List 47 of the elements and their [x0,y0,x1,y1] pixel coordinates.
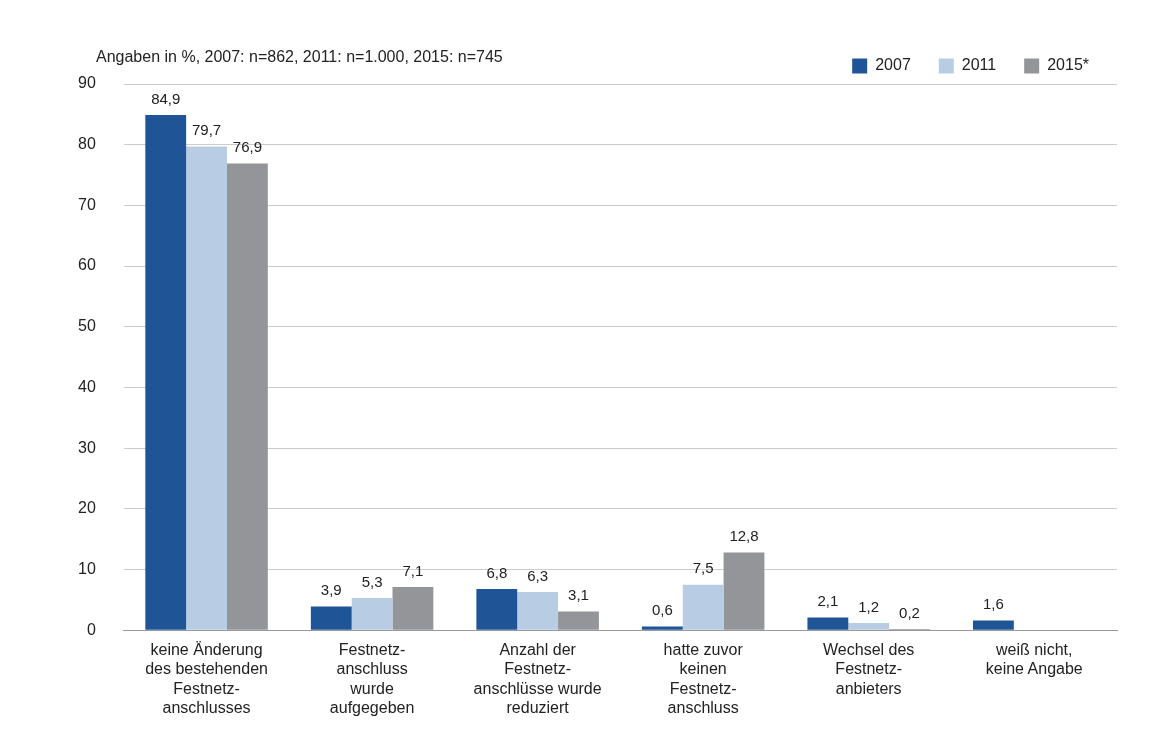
data-label: 6,8 [486,563,508,581]
legend-label: 2015* [1047,56,1090,74]
x-tick-label: Wechsel des Festnetz- anbieters [823,641,915,697]
chart-subtitle: Angaben in %, 2007: n=862, 2011: n=1.000, 2015: n=745 [96,48,503,66]
data-label: 12,8 [729,527,759,545]
data-label: 3,9 [320,581,342,599]
x-tick-label: Anzahl der Festnetz- anschlüsse wurde reduziert [473,641,602,716]
data-label: 2,1 [817,592,839,610]
data-label: 0,2 [899,603,920,621]
data-label: 84,9 [151,89,181,107]
bar [972,620,1014,630]
y-tick-label: 60 [78,256,96,274]
y-tick-label: 0 [86,620,96,638]
bar [476,588,518,630]
y-tick-label: 50 [78,317,96,335]
x-tick-label: weiß nicht, keine Angabe [985,641,1083,678]
data-label: 0,6 [651,601,673,619]
bar [517,591,559,630]
y-tick-label: 70 [78,195,96,213]
bar [682,584,724,630]
data-label: 1,6 [982,595,1004,613]
legend-label: 2007 [875,56,911,74]
bar [807,617,849,630]
data-label: 79,7 [191,121,222,139]
x-tick-label: keine Änderung des bestehenden Festnetz- anschlusses [145,641,268,716]
legend-label: 2011 [961,56,997,74]
data-label: 1,2 [858,597,880,615]
y-tick-label: 10 [78,559,96,577]
y-tick-label: 80 [78,135,96,153]
x-tick-label: Festnetz- anschluss wurde aufgegeben [329,641,415,716]
bar [186,146,227,630]
bar [145,114,187,630]
data-label: 7,5 [692,559,714,577]
bar [351,598,393,630]
data-label: 6,3 [527,566,549,584]
data-label: 3,1 [568,586,589,604]
x-tick-label: hatte zuvor keinen Festnetz- anschluss [663,641,744,716]
y-tick-label: 90 [78,74,96,92]
bar [848,622,890,630]
data-label: 5,3 [361,572,383,590]
bar [641,626,683,630]
y-tick-label: 20 [78,499,96,517]
data-label: 76,9 [232,138,262,156]
y-tick-label: 40 [78,377,96,395]
bar [310,606,352,630]
data-label: 7,1 [402,561,424,579]
y-tick-label: 30 [78,438,96,456]
